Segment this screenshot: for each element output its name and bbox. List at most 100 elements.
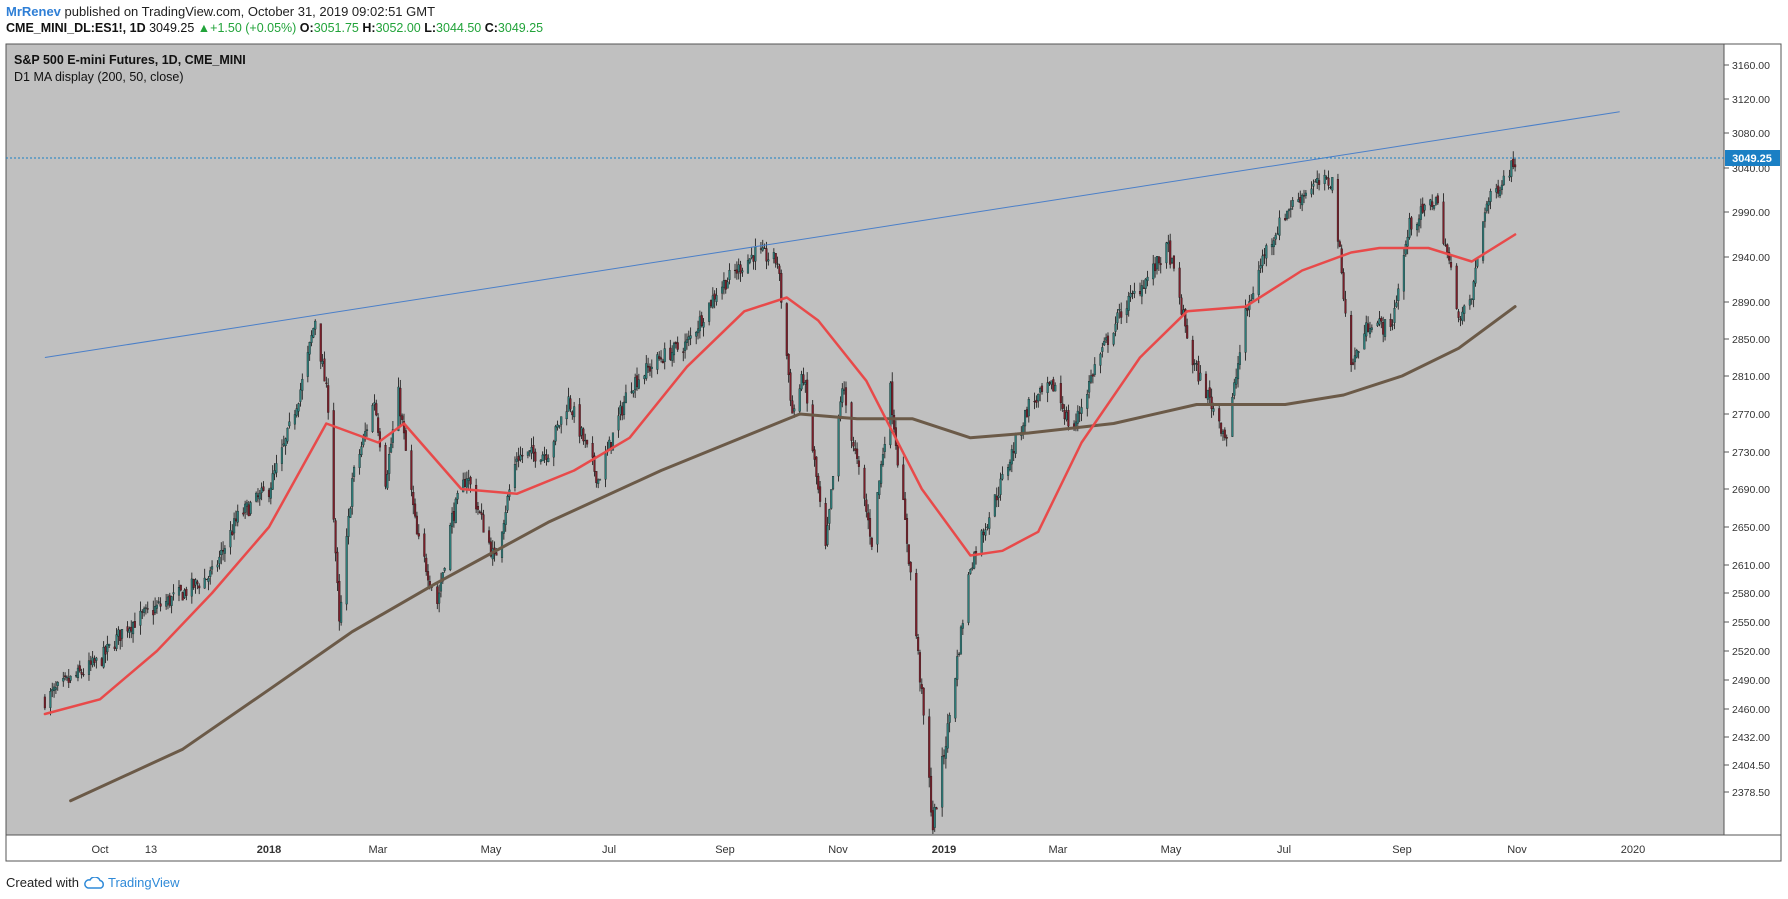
candle-body	[478, 511, 481, 513]
candle-body	[267, 489, 271, 497]
candle-body	[905, 518, 909, 544]
x-tick-label: May	[1161, 844, 1182, 856]
candle-body	[1318, 180, 1321, 185]
candle-body	[519, 454, 522, 461]
candle-body	[1329, 187, 1332, 189]
low-label: L:	[424, 21, 437, 35]
tradingview-brand: TradingView	[107, 875, 180, 890]
candle-body	[194, 579, 197, 586]
candle-body	[909, 561, 912, 573]
candle-body	[91, 657, 94, 666]
y-tick-label: 2520.00	[1732, 646, 1770, 658]
y-tick-label: 2550.00	[1732, 617, 1770, 629]
candle-body	[159, 603, 162, 607]
high-value: 3052.00	[375, 21, 421, 35]
candle-body	[948, 715, 951, 723]
candle-body	[417, 533, 420, 537]
candle-body	[920, 684, 923, 689]
candle-body	[1238, 352, 1241, 365]
candle-body	[349, 508, 352, 518]
candle-body	[1340, 248, 1343, 274]
candle-body	[106, 644, 109, 653]
candle-body	[774, 253, 777, 264]
candle-body	[126, 626, 129, 632]
candle-body	[69, 675, 72, 681]
candle-body	[104, 646, 107, 655]
candle-body	[857, 460, 860, 467]
candle-body	[1384, 319, 1387, 337]
candle-body	[830, 489, 833, 509]
low-value: 3044.50	[436, 21, 482, 35]
candle-body	[139, 610, 142, 626]
candle-body	[397, 386, 400, 431]
candle-body	[630, 391, 633, 393]
candle-body	[1397, 288, 1400, 302]
candle-body	[891, 381, 894, 415]
candle-body	[787, 354, 790, 376]
author-name[interactable]: MrRenev	[6, 4, 61, 19]
candle-body	[1046, 382, 1049, 393]
candle-body	[1074, 421, 1077, 427]
candle-body	[170, 596, 173, 606]
candle-body	[621, 406, 624, 416]
candle-body	[1050, 380, 1053, 385]
candle-body	[1159, 263, 1162, 265]
candle-body	[517, 456, 520, 461]
candle-body	[915, 573, 918, 637]
y-tick-label: 2730.00	[1732, 447, 1770, 459]
candle-body	[928, 716, 931, 778]
candle-body	[1127, 296, 1130, 311]
candle-body	[185, 588, 188, 596]
candle-body	[660, 357, 663, 360]
candle-body	[1206, 389, 1209, 400]
candle-body	[1459, 318, 1462, 321]
candle-body	[1010, 449, 1013, 465]
candle-body	[269, 487, 272, 499]
last-price-tag-text: 3049.25	[1732, 153, 1772, 165]
candle-body	[1035, 399, 1038, 403]
candle-body	[1508, 175, 1511, 178]
candle-body	[971, 567, 974, 570]
candle-body	[1138, 291, 1142, 295]
candle-body	[1144, 278, 1147, 289]
x-tick-label: Jul	[1277, 844, 1291, 856]
candle-body	[889, 382, 892, 446]
candle-body	[1502, 175, 1505, 185]
candle-body	[1157, 256, 1160, 264]
candle-body	[222, 550, 225, 552]
candle-body	[643, 375, 646, 380]
candle-body	[1178, 267, 1181, 298]
candle-body	[1033, 401, 1036, 403]
candle-body	[1410, 217, 1413, 230]
candle-body	[1325, 177, 1328, 179]
close-label: C:	[484, 21, 498, 35]
candle-body	[93, 658, 96, 663]
candle-body	[1331, 177, 1334, 191]
candle-body	[532, 444, 535, 454]
chart-pane[interactable]	[5, 43, 1725, 836]
candle-body	[893, 414, 896, 430]
tradingview-link[interactable]: TradingView	[83, 875, 180, 890]
candle-body	[1421, 203, 1424, 213]
candle-body	[1025, 409, 1028, 418]
candle-body	[765, 248, 768, 262]
candle-body	[554, 426, 557, 442]
candle-body	[648, 366, 652, 372]
candle-body	[902, 464, 905, 500]
candle-body	[573, 406, 576, 418]
candle-body	[172, 592, 175, 595]
open-value: 3051.75	[313, 21, 359, 35]
candle-body	[1350, 315, 1353, 365]
cloud-icon	[84, 876, 104, 889]
y-tick-label: 2890.00	[1732, 297, 1770, 309]
time-axis[interactable]	[5, 834, 1782, 862]
candle-body	[451, 512, 454, 527]
candle-body	[761, 247, 764, 251]
candle-body	[347, 516, 350, 537]
candle-body	[504, 512, 507, 525]
candle-body	[841, 388, 844, 403]
candle-body	[415, 515, 418, 535]
candle-body	[1184, 309, 1187, 327]
y-tick-label: 2378.50	[1732, 787, 1770, 799]
